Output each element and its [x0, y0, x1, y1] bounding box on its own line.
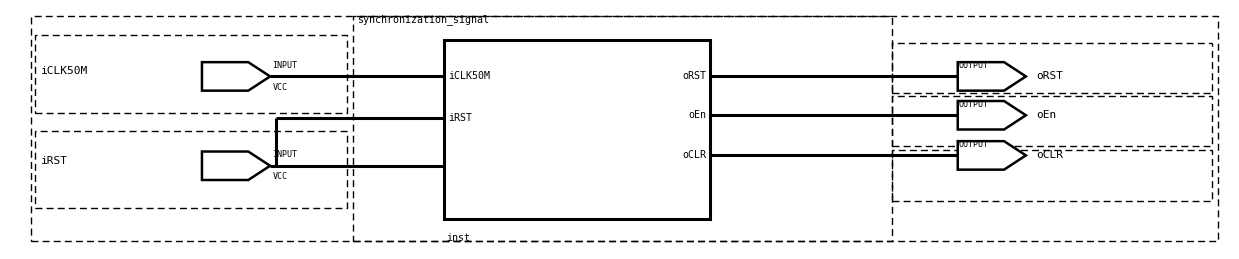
- Text: OUTPUT: OUTPUT: [959, 100, 989, 109]
- Text: iRST: iRST: [449, 113, 472, 123]
- Text: oEn: oEn: [688, 110, 706, 120]
- Text: iRST: iRST: [41, 156, 68, 166]
- Bar: [444, 40, 710, 219]
- Text: iCLK50M: iCLK50M: [449, 71, 491, 81]
- Bar: [892, 96, 1212, 146]
- Polygon shape: [958, 101, 1026, 130]
- Text: VCC: VCC: [273, 172, 287, 181]
- Text: OUTPUT: OUTPUT: [959, 140, 989, 149]
- Text: VCC: VCC: [273, 83, 287, 92]
- Text: iCLK50M: iCLK50M: [41, 66, 88, 76]
- Text: oCLR: oCLR: [1036, 150, 1063, 160]
- Polygon shape: [202, 62, 270, 91]
- Bar: [353, 16, 892, 241]
- Bar: [31, 16, 1218, 241]
- Text: INPUT: INPUT: [273, 150, 297, 159]
- Polygon shape: [958, 141, 1026, 170]
- Text: oEn: oEn: [1036, 110, 1056, 120]
- Text: inst: inst: [446, 233, 470, 243]
- Bar: [35, 35, 347, 113]
- Polygon shape: [202, 152, 270, 180]
- Polygon shape: [958, 62, 1026, 91]
- Text: oRST: oRST: [683, 71, 706, 81]
- Bar: [892, 150, 1212, 201]
- Text: synchronization_signal: synchronization_signal: [357, 14, 489, 25]
- Text: oCLR: oCLR: [683, 150, 706, 160]
- Text: oRST: oRST: [1036, 71, 1063, 81]
- Bar: [35, 131, 347, 208]
- Text: INPUT: INPUT: [273, 61, 297, 70]
- Bar: [892, 43, 1212, 93]
- Text: OUTPUT: OUTPUT: [959, 61, 989, 70]
